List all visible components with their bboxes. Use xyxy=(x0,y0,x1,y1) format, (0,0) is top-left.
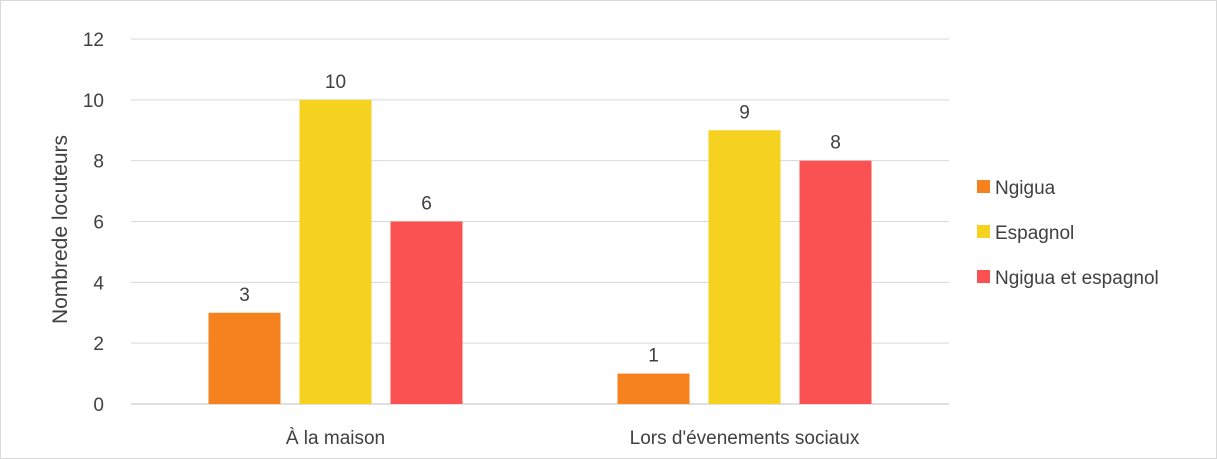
bars xyxy=(208,99,872,404)
y-tick-label: 12 xyxy=(83,30,104,51)
bar xyxy=(390,221,463,404)
legend-label: Ngigua xyxy=(995,178,1056,199)
data-labels: 3 10 6 1 9 8 xyxy=(239,72,841,367)
legend-item: Espagnol xyxy=(977,223,1074,244)
bar xyxy=(708,130,781,404)
y-axis-ticks: 0 2 4 6 8 10 12 xyxy=(83,30,105,416)
x-axis-categories: À la maison Lors d'évenements sociaux xyxy=(286,428,860,449)
y-tick-label: 6 xyxy=(93,213,104,234)
data-label: 8 xyxy=(830,133,841,154)
data-label: 10 xyxy=(325,72,346,93)
legend-swatch xyxy=(977,270,990,283)
y-tick-label: 4 xyxy=(93,273,104,294)
legend-item: Ngigua xyxy=(977,178,1056,199)
legend-swatch xyxy=(977,180,990,193)
y-tick-label: 10 xyxy=(83,91,104,112)
y-tick-label: 8 xyxy=(93,152,104,173)
data-label: 9 xyxy=(739,102,750,123)
legend-item: Ngigua et espagnol xyxy=(977,268,1159,289)
x-category-label: À la maison xyxy=(286,428,385,449)
data-label: 3 xyxy=(239,285,250,306)
legend-label: Ngigua et espagnol xyxy=(995,268,1159,289)
bar xyxy=(299,99,372,404)
y-axis-label: Nombrede locuteurs xyxy=(49,135,72,324)
x-category-label: Lors d'évenements sociaux xyxy=(630,428,860,449)
legend-label: Espagnol xyxy=(995,223,1074,244)
bar xyxy=(799,160,872,404)
y-tick-label: 0 xyxy=(93,395,104,416)
data-label: 1 xyxy=(648,346,659,367)
data-label: 6 xyxy=(421,194,432,215)
bar xyxy=(617,373,690,404)
bar xyxy=(208,312,281,404)
y-tick-label: 2 xyxy=(93,334,104,355)
legend: Ngigua Espagnol Ngigua et espagnol xyxy=(977,178,1159,289)
legend-swatch xyxy=(977,225,990,238)
